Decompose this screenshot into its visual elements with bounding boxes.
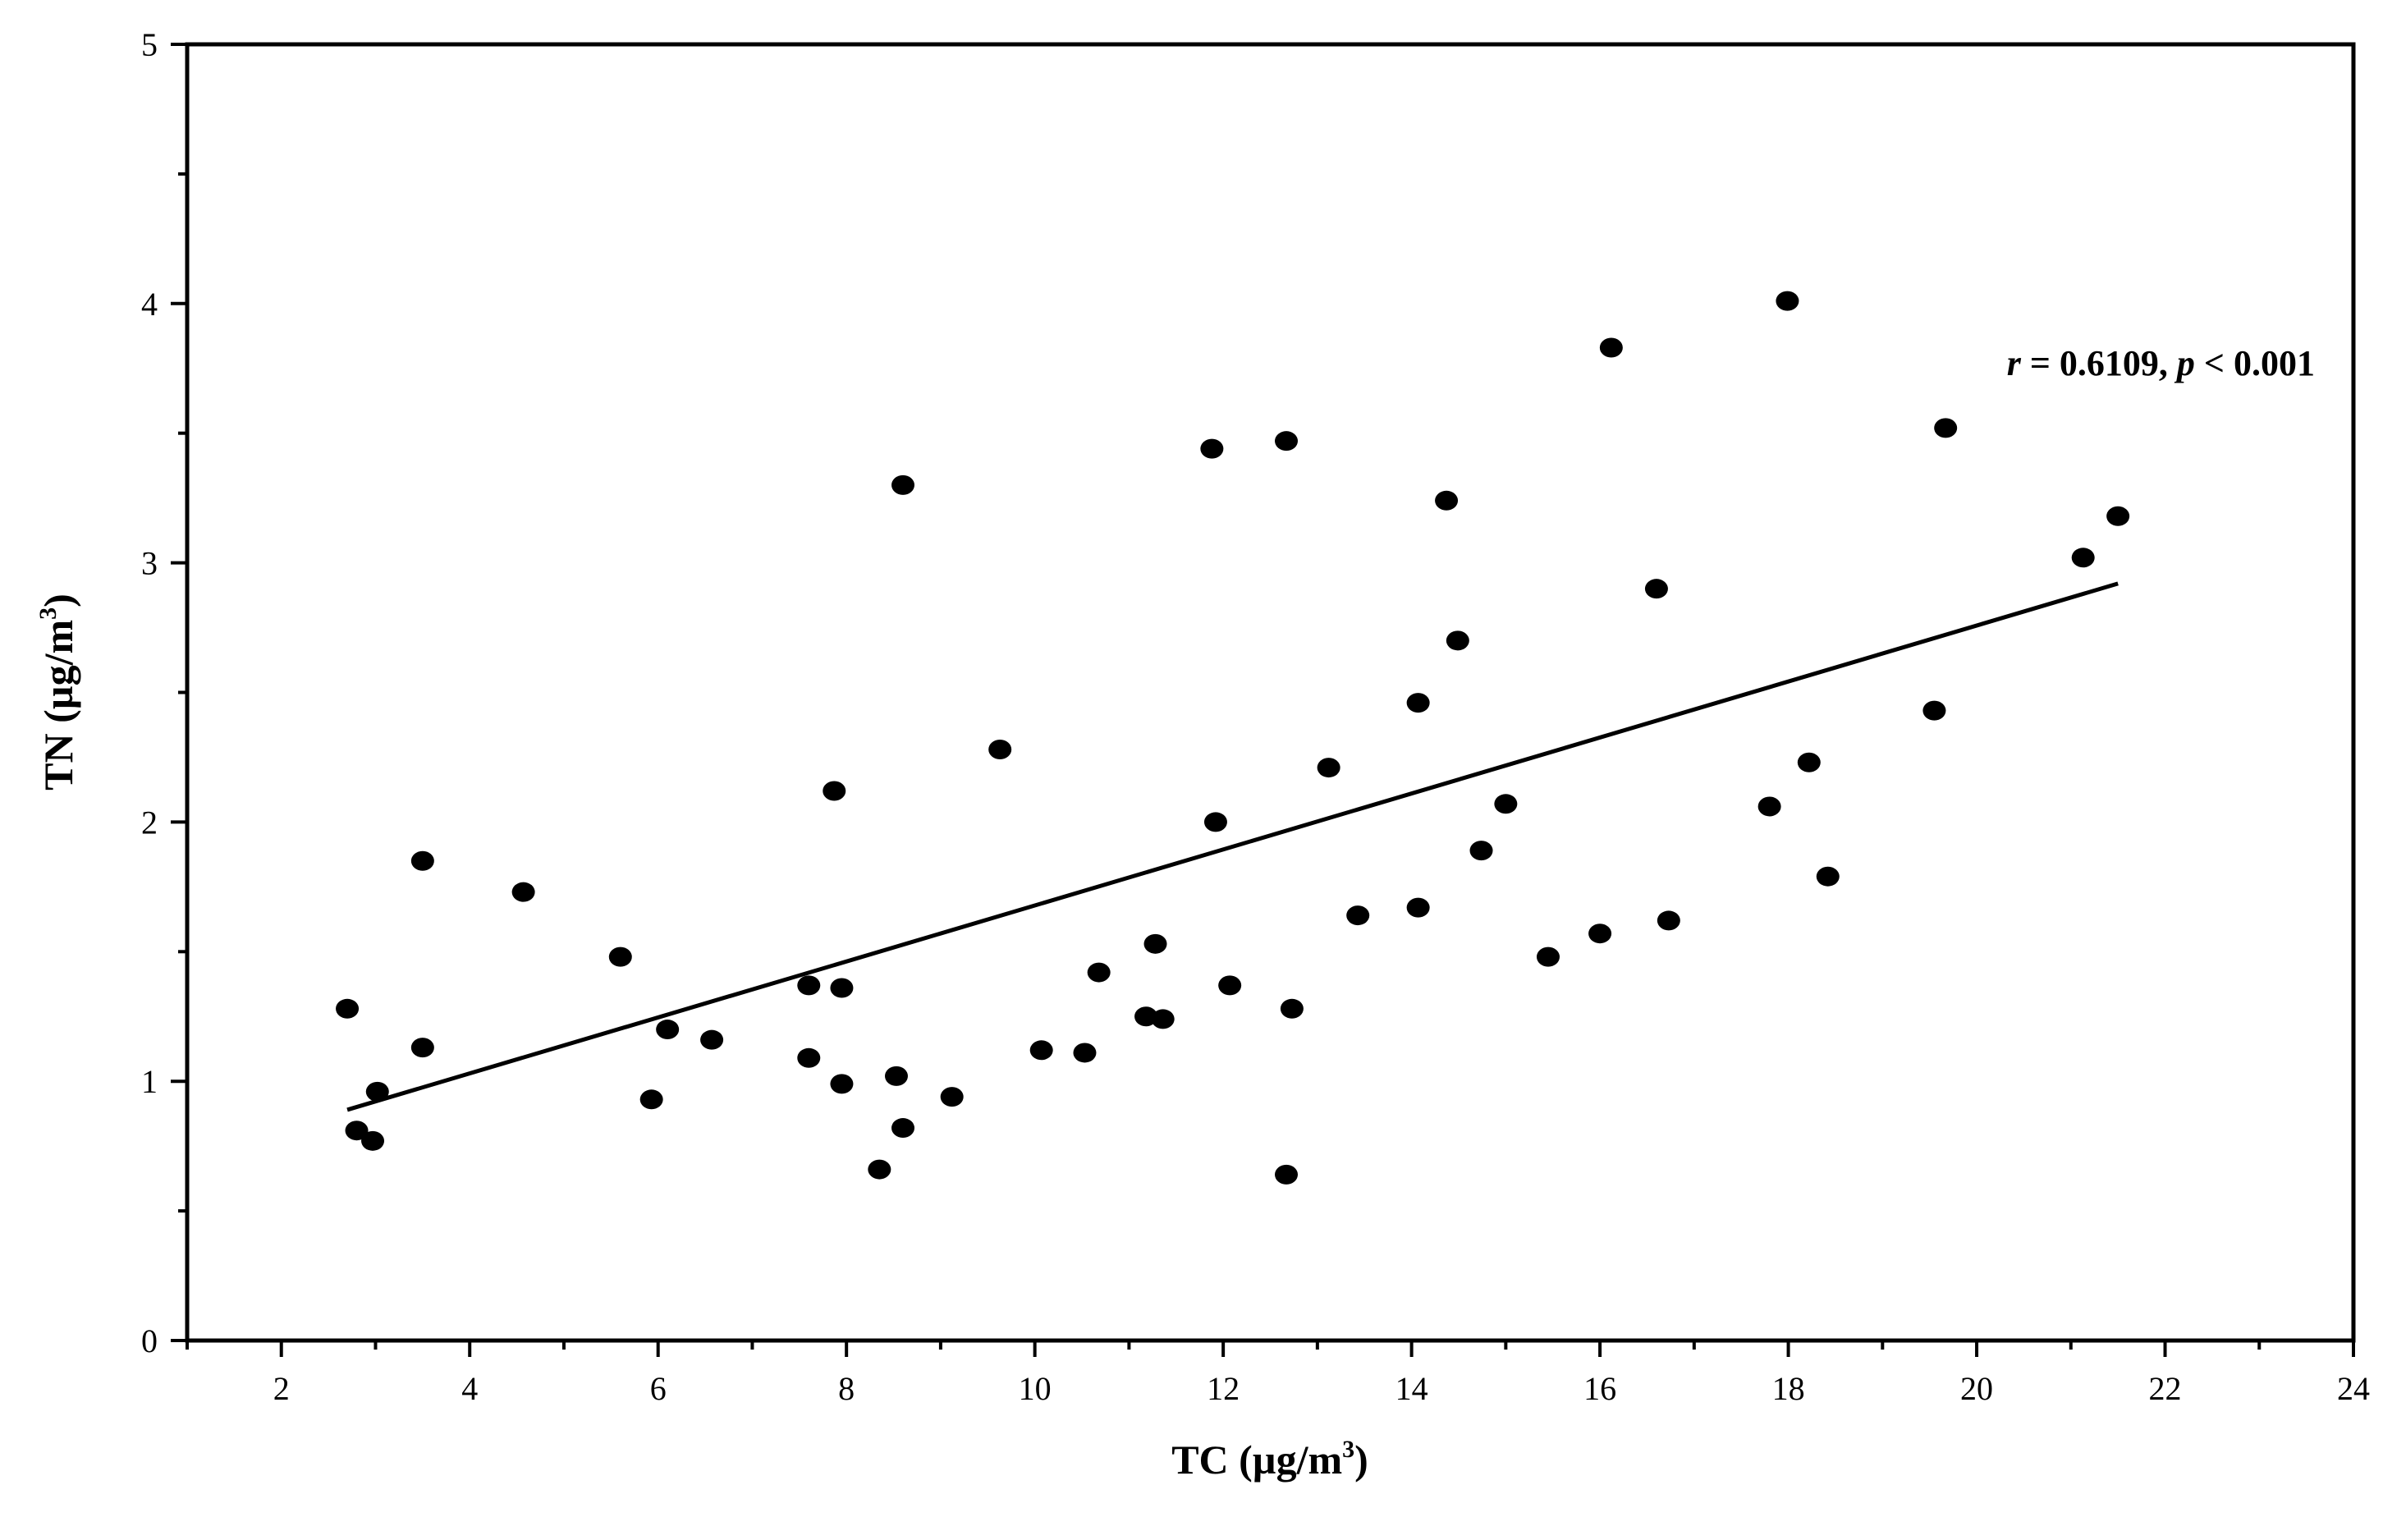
y-axis-ticks bbox=[171, 43, 187, 1342]
y-axis-title: TN (µg/m3) bbox=[34, 594, 81, 791]
data-point bbox=[2106, 506, 2130, 526]
data-point bbox=[1218, 975, 1242, 996]
data-point bbox=[1922, 700, 1946, 721]
x-axis-title: TC (µg/m3) bbox=[1171, 1436, 1368, 1483]
x-tick-label: 10 bbox=[1019, 1370, 1052, 1407]
data-point bbox=[410, 850, 434, 871]
data-point bbox=[1446, 630, 1469, 651]
data-point bbox=[1346, 905, 1370, 926]
x-tick-label: 14 bbox=[1395, 1370, 1428, 1407]
data-point bbox=[830, 978, 854, 998]
data-point bbox=[868, 1159, 891, 1180]
data-point bbox=[1776, 291, 1799, 311]
data-point bbox=[823, 781, 846, 801]
y-axis-tick-labels: 0 1 2 3 4 5 bbox=[141, 26, 158, 1359]
p-symbol: p bbox=[2174, 343, 2195, 383]
data-point bbox=[1435, 490, 1459, 511]
data-point bbox=[1797, 752, 1821, 772]
data-point bbox=[797, 975, 821, 996]
data-point bbox=[345, 1121, 369, 1141]
x-axis-ticks bbox=[186, 1341, 2355, 1357]
data-point bbox=[1203, 812, 1227, 832]
data-point bbox=[1406, 897, 1430, 918]
regression-line bbox=[346, 581, 2119, 1112]
y-axis-title-sup: 3 bbox=[34, 607, 62, 620]
data-point bbox=[361, 1130, 385, 1151]
y-tick-label: 1 bbox=[141, 1063, 158, 1100]
data-point bbox=[1588, 924, 1612, 944]
data-point bbox=[1599, 337, 1623, 358]
data-point bbox=[1657, 910, 1680, 931]
data-point bbox=[1200, 438, 1224, 459]
data-point bbox=[410, 1038, 434, 1058]
data-points bbox=[336, 291, 2130, 1185]
p-value: < 0.001 bbox=[2195, 343, 2315, 383]
y-axis-title-close: ) bbox=[35, 594, 81, 607]
data-point bbox=[1134, 1006, 1158, 1027]
y-tick-label: 0 bbox=[141, 1322, 158, 1359]
data-point bbox=[336, 998, 360, 1019]
data-point bbox=[891, 474, 915, 495]
x-tick-label: 4 bbox=[461, 1370, 478, 1407]
data-point bbox=[1087, 962, 1111, 983]
data-point bbox=[608, 946, 632, 967]
data-point bbox=[639, 1089, 663, 1110]
y-tick-label: 2 bbox=[141, 804, 158, 841]
data-point bbox=[884, 1066, 908, 1086]
data-point bbox=[1757, 796, 1781, 817]
data-point bbox=[1816, 866, 1840, 887]
data-point bbox=[1406, 693, 1430, 713]
x-tick-label: 22 bbox=[2149, 1370, 2182, 1407]
x-tick-label: 24 bbox=[2337, 1370, 2370, 1407]
data-point bbox=[1151, 1009, 1175, 1029]
data-point bbox=[891, 1118, 915, 1139]
x-axis-tick-labels: 2 4 6 8 10 12 14 16 18 20 22 24 bbox=[273, 1370, 2370, 1407]
r-value: = 0.6109, bbox=[2021, 343, 2177, 383]
y-tick-label: 4 bbox=[141, 286, 158, 323]
data-point bbox=[1143, 933, 1167, 954]
data-point bbox=[1317, 758, 1340, 778]
y-tick-label: 5 bbox=[141, 26, 158, 63]
y-axis-title-main: TN (µg/m bbox=[35, 620, 81, 791]
data-point bbox=[511, 882, 535, 902]
data-point bbox=[1073, 1043, 1097, 1063]
data-point bbox=[940, 1087, 964, 1107]
x-tick-label: 12 bbox=[1207, 1370, 1240, 1407]
x-tick-label: 16 bbox=[1583, 1370, 1616, 1407]
y-tick-label: 3 bbox=[141, 545, 158, 582]
data-point bbox=[1536, 946, 1560, 967]
x-axis-title-main: TC (µg/m bbox=[1171, 1437, 1342, 1483]
data-point bbox=[1934, 418, 1958, 438]
data-point bbox=[830, 1074, 854, 1094]
x-tick-label: 18 bbox=[1772, 1370, 1805, 1407]
x-tick-label: 20 bbox=[1960, 1370, 1993, 1407]
data-point bbox=[1029, 1040, 1053, 1061]
data-point bbox=[656, 1020, 680, 1040]
x-axis-title-close: ) bbox=[1354, 1437, 1368, 1483]
x-axis-title-sup: 3 bbox=[1342, 1436, 1354, 1463]
data-point bbox=[1644, 579, 1668, 599]
plot-frame bbox=[185, 42, 2356, 1343]
data-point bbox=[700, 1029, 724, 1050]
x-tick-label: 2 bbox=[273, 1370, 290, 1407]
data-point bbox=[1469, 841, 1493, 861]
data-point bbox=[365, 1081, 389, 1102]
data-point bbox=[988, 739, 1012, 759]
data-point bbox=[797, 1047, 821, 1068]
data-point bbox=[2071, 548, 2095, 568]
correlation-annotation: r = 0.6109, p < 0.001 bbox=[2007, 343, 2315, 383]
data-point bbox=[1494, 794, 1518, 814]
x-tick-label: 8 bbox=[838, 1370, 855, 1407]
data-point bbox=[1280, 998, 1304, 1019]
r-symbol: r bbox=[2007, 343, 2022, 383]
data-point bbox=[1275, 1164, 1299, 1185]
x-tick-label: 6 bbox=[650, 1370, 667, 1407]
data-point bbox=[1275, 431, 1299, 451]
